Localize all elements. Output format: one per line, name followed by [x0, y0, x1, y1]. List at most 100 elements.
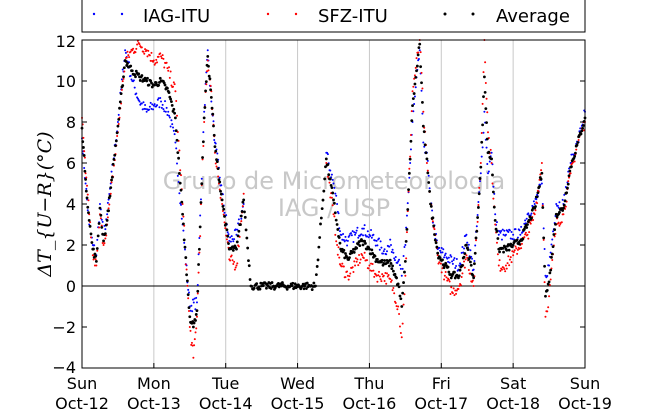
data-point — [469, 260, 472, 264]
data-point — [508, 258, 511, 261]
data-point — [219, 196, 222, 199]
legend-label-iag-itu: IAG-ITU — [143, 6, 210, 27]
data-point — [399, 267, 402, 270]
data-point — [408, 176, 411, 179]
y-tick-label: 8 — [66, 113, 76, 132]
x-tick-label-date: Oct-15 — [271, 394, 325, 409]
data-point — [88, 224, 92, 228]
data-point — [181, 212, 185, 216]
data-point — [92, 258, 95, 261]
data-point — [174, 141, 177, 144]
data-point — [167, 69, 170, 72]
data-point — [346, 239, 349, 242]
data-point — [457, 274, 461, 278]
data-point — [107, 207, 110, 210]
data-point — [336, 228, 340, 231]
data-point — [465, 243, 468, 247]
data-point — [248, 278, 252, 281]
data-point — [428, 187, 431, 190]
data-point — [524, 231, 527, 234]
x-tick-label-date: Oct-12 — [55, 394, 109, 409]
data-point — [352, 251, 356, 254]
data-point — [352, 270, 355, 273]
data-point — [318, 236, 322, 239]
data-point — [370, 236, 373, 239]
data-point — [158, 106, 161, 109]
data-point — [202, 116, 206, 120]
data-point — [319, 222, 322, 226]
legend-item-iag-itu: IAG-ITU — [92, 6, 210, 27]
data-point — [94, 260, 98, 263]
legend-item-sfz-itu: SFZ-ITU — [266, 6, 388, 27]
data-point — [401, 322, 404, 325]
data-point — [463, 247, 466, 250]
data-point — [235, 264, 238, 267]
data-point — [573, 154, 577, 158]
data-point — [439, 249, 442, 252]
data-point — [480, 155, 483, 158]
data-point — [178, 181, 182, 185]
data-point — [157, 83, 161, 87]
data-point — [394, 301, 397, 304]
data-point — [487, 170, 490, 173]
data-point — [398, 294, 402, 298]
data-point — [407, 171, 411, 175]
data-point — [127, 54, 130, 57]
data-point — [180, 174, 183, 177]
data-point — [160, 57, 163, 60]
data-point — [159, 97, 162, 100]
data-point — [483, 90, 487, 94]
data-point — [343, 256, 347, 260]
data-point — [166, 67, 169, 70]
data-point — [165, 61, 168, 64]
data-point — [378, 237, 381, 240]
data-point — [349, 272, 352, 275]
data-point — [206, 70, 209, 73]
data-point — [143, 107, 146, 110]
data-point — [363, 251, 366, 254]
data-point — [161, 103, 164, 106]
data-point — [411, 104, 414, 107]
data-point — [190, 341, 193, 344]
data-point — [346, 274, 349, 277]
data-point — [545, 289, 549, 292]
data-point — [331, 191, 335, 195]
data-point — [546, 282, 550, 286]
data-point — [448, 261, 451, 264]
data-point — [98, 203, 101, 205]
data-point — [398, 325, 401, 328]
data-point — [362, 227, 365, 230]
data-point — [104, 237, 107, 240]
x-tick-label-date: Oct-17 — [414, 394, 468, 409]
data-point — [198, 225, 202, 229]
data-point — [496, 253, 499, 256]
data-point — [402, 255, 405, 258]
data-point — [520, 242, 523, 245]
data-point — [351, 266, 354, 269]
data-point — [452, 259, 455, 262]
data-point — [201, 140, 205, 144]
data-point — [138, 43, 141, 46]
data-point — [382, 274, 385, 277]
data-point — [553, 228, 557, 232]
data-point — [236, 262, 239, 265]
data-point — [570, 153, 573, 156]
data-point — [418, 42, 422, 46]
data-point — [351, 230, 354, 233]
data-point — [463, 260, 466, 263]
data-point — [401, 291, 405, 295]
data-point — [345, 239, 348, 242]
data-point — [220, 184, 223, 187]
data-point — [426, 159, 429, 162]
data-point — [551, 258, 554, 261]
data-point — [186, 284, 189, 287]
data-point — [95, 264, 98, 267]
data-point — [192, 301, 195, 304]
data-point — [153, 103, 156, 106]
x-tick-label-day: Sun — [67, 374, 97, 393]
x-axis: SunOct-12MonOct-13TueOct-14WedOct-15ThuO… — [55, 363, 612, 409]
data-point — [481, 146, 484, 149]
data-point — [450, 255, 453, 258]
data-point — [443, 274, 446, 277]
data-point — [122, 77, 125, 80]
